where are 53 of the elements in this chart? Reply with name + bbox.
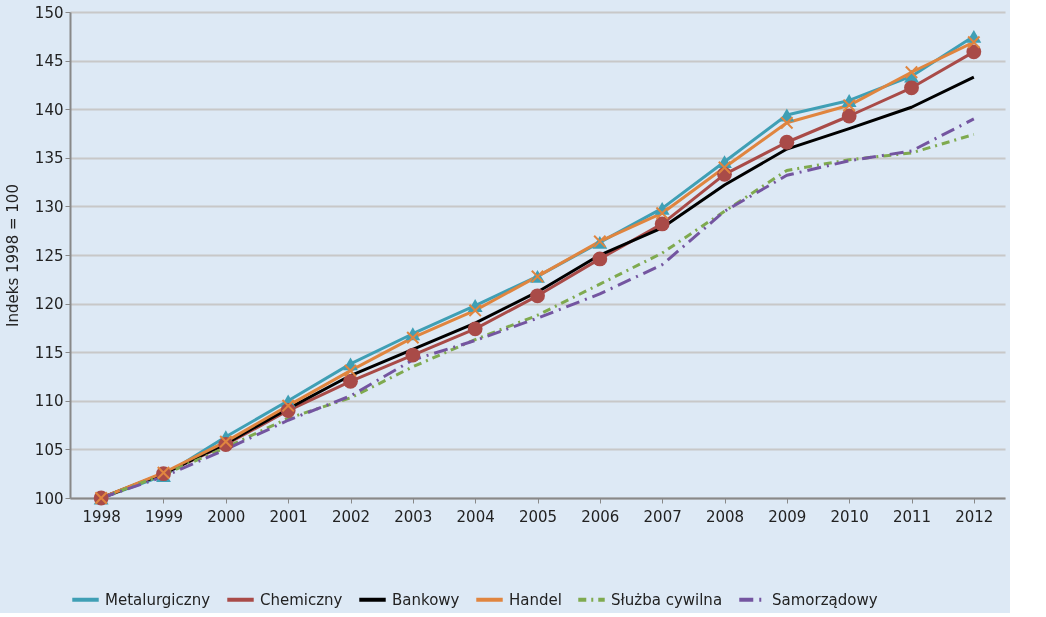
point: [904, 80, 919, 96]
point: [405, 347, 421, 363]
x-tick-label: 2005: [518, 507, 558, 526]
point: [654, 216, 670, 232]
point: [842, 98, 856, 113]
x-tick-label: 2010: [830, 507, 869, 526]
x-tick-label: 2007: [643, 507, 682, 526]
y-tick-label: 115: [34, 343, 64, 362]
x-tick-label: 2009: [768, 507, 807, 526]
point: [343, 363, 358, 378]
y-tick-label: 125: [34, 246, 64, 265]
point: [780, 116, 794, 130]
legend-label: Chemiczny: [260, 590, 343, 609]
y-tick-label: 145: [34, 52, 64, 71]
x-tick-label: 2008: [705, 507, 745, 526]
point: [655, 206, 669, 220]
point: [343, 373, 358, 389]
x-tick-label: 2006: [581, 507, 620, 526]
point: [406, 330, 420, 345]
legend-label: Służba cywilna: [611, 590, 723, 609]
y-tick-label: 130: [34, 197, 64, 216]
x-tick-label: 1999: [144, 507, 184, 526]
legend-label: Bankowy: [392, 590, 460, 609]
point: [592, 251, 608, 267]
point: [841, 108, 857, 124]
x-tick-label: 2000: [207, 507, 246, 526]
legend-label: Handel: [509, 590, 562, 609]
legend-label: Samorządowy: [772, 590, 878, 609]
legend-label: Metalurgiczny: [105, 590, 211, 609]
y-tick-label: 120: [34, 295, 64, 314]
point: [967, 35, 981, 49]
point: [468, 303, 482, 318]
x-tick-label: 2001: [269, 507, 308, 526]
x-tick-label: 2011: [892, 507, 932, 526]
y-tick-label: 140: [34, 100, 64, 119]
y-tick-label: 105: [34, 440, 64, 459]
y-tick-label: 100: [34, 489, 64, 508]
x-tick-label: 2003: [394, 507, 433, 526]
point: [530, 288, 545, 304]
y-axis-title: Indeks 1998 = 100: [3, 184, 22, 327]
point: [281, 398, 295, 413]
point: [966, 44, 982, 60]
point: [467, 321, 483, 337]
point: [717, 160, 732, 175]
x-tick-label: 2004: [456, 507, 495, 526]
y-tick-label: 150: [34, 3, 64, 22]
y-tick-label: 135: [34, 149, 64, 168]
y-tick-label: 110: [34, 392, 64, 411]
x-tick-label: 1998: [82, 507, 121, 526]
point: [904, 65, 919, 79]
x-tick-label: 2012: [955, 507, 994, 526]
point: [779, 134, 795, 150]
x-tick-label: 2002: [331, 507, 371, 526]
